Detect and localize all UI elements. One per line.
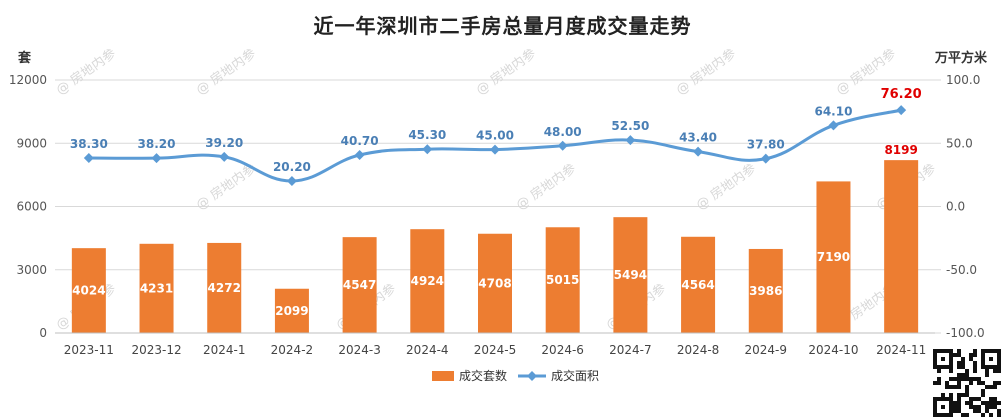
line-point xyxy=(693,146,704,157)
y-right-tick-label: -50.0 xyxy=(946,263,977,277)
x-tick-label: 2024-1 xyxy=(203,343,246,357)
bar xyxy=(613,217,648,333)
bar-data-label: 2099 xyxy=(275,304,308,318)
line-point xyxy=(151,153,162,164)
bar-data-label: 4272 xyxy=(208,281,241,295)
bar-data-label: 5494 xyxy=(614,268,647,282)
line-point xyxy=(828,120,839,131)
x-tick-label: 2024-7 xyxy=(609,343,652,357)
line-data-label: 45.30 xyxy=(408,128,446,142)
line-point xyxy=(625,135,636,146)
bar-data-label: 4024 xyxy=(72,284,105,298)
x-tick-label: 2024-5 xyxy=(474,343,517,357)
line-data-label: 39.20 xyxy=(205,136,243,150)
bar-data-label: 8199 xyxy=(884,143,917,157)
y-left-tick-label: 3000 xyxy=(16,263,47,277)
x-tick-label: 2023-11 xyxy=(64,343,114,357)
line-data-label: 48.00 xyxy=(544,125,582,139)
line-data-label: 38.30 xyxy=(70,137,108,151)
x-tick-label: 2024-3 xyxy=(338,343,381,357)
line-data-label: 20.20 xyxy=(273,160,311,174)
bar-data-label: 4231 xyxy=(140,281,173,295)
bar xyxy=(410,229,445,333)
x-tick-label: 2024-4 xyxy=(406,343,449,357)
line-data-label: 45.00 xyxy=(476,129,514,143)
bar-data-label: 4564 xyxy=(681,278,714,292)
bar-data-label: 4708 xyxy=(478,276,511,290)
line-data-label: 37.80 xyxy=(747,138,785,152)
legend-label-bar: 成交套数 xyxy=(459,368,507,383)
x-tick-label: 2024-6 xyxy=(541,343,584,357)
y-right-tick-label: 0.0 xyxy=(946,200,965,214)
x-tick-label: 2024-2 xyxy=(271,343,314,357)
line-point xyxy=(286,175,297,186)
bar xyxy=(207,242,242,333)
watermark-text: @ 房地内参 xyxy=(693,161,759,214)
x-tick-label: 2023-12 xyxy=(131,343,181,357)
x-tick-label: 2024-10 xyxy=(808,343,858,357)
watermark-text: @ 房地内参 xyxy=(193,161,259,214)
bar-data-label: 4547 xyxy=(343,278,376,292)
watermark-text: @ 房地内参 xyxy=(673,46,739,99)
legend-swatch-bar xyxy=(432,371,454,381)
watermark-text: @ 房地内参 xyxy=(53,46,119,99)
bar xyxy=(545,227,580,333)
y-right-tick-label: -100.0 xyxy=(946,326,985,340)
bar xyxy=(478,233,512,333)
line-data-label: 43.40 xyxy=(679,131,717,145)
line-point xyxy=(896,105,907,116)
bar xyxy=(748,248,783,333)
qr-code-image xyxy=(933,349,1001,417)
bar xyxy=(681,236,716,333)
bar-data-label: 7190 xyxy=(817,250,850,264)
bar xyxy=(342,237,377,333)
legend-marker-line xyxy=(527,371,537,381)
watermark-text: @ 房地内参 xyxy=(513,161,579,214)
watermark-text: @ 房地内参 xyxy=(193,46,259,99)
line-data-label: 40.70 xyxy=(341,134,379,148)
x-tick-label: 2024-11 xyxy=(876,343,926,357)
watermark-text: @ 房地内参 xyxy=(473,46,539,99)
y-left-tick-label: 6000 xyxy=(16,200,47,214)
line-point xyxy=(354,150,365,161)
bar xyxy=(139,243,174,333)
y-right-tick-label: 100.0 xyxy=(946,73,980,87)
line-data-label: 76.20 xyxy=(881,87,922,102)
line-point xyxy=(83,153,94,164)
bar xyxy=(816,181,851,333)
y-left-tick-label: 9000 xyxy=(16,136,47,150)
line-point xyxy=(557,140,568,151)
line-point xyxy=(760,153,771,164)
bar-data-label: 4924 xyxy=(411,274,444,288)
chart-title: 近一年深圳市二手房总量月度成交量走势 xyxy=(313,14,692,38)
line-data-label: 64.10 xyxy=(814,104,852,118)
y-right-unit: 万平方米 xyxy=(934,50,988,66)
y-left-tick-label: 0 xyxy=(39,326,47,340)
bar-data-label: 3986 xyxy=(749,284,782,298)
x-tick-label: 2024-8 xyxy=(677,343,720,357)
line-data-label: 38.20 xyxy=(138,137,176,151)
line-data-label: 52.50 xyxy=(611,119,649,133)
bar xyxy=(274,288,309,333)
y-right-tick-label: 50.0 xyxy=(946,136,973,150)
y-left-unit: 套 xyxy=(17,50,32,66)
x-tick-label: 2024-9 xyxy=(745,343,788,357)
bar xyxy=(71,248,106,333)
y-left-tick-label: 12000 xyxy=(9,73,47,87)
bar xyxy=(884,160,919,333)
line-point xyxy=(422,144,433,155)
bar-data-label: 5015 xyxy=(546,273,579,287)
line-point xyxy=(490,144,500,155)
line-point xyxy=(219,151,230,162)
legend-label-line: 成交面积 xyxy=(551,368,599,383)
